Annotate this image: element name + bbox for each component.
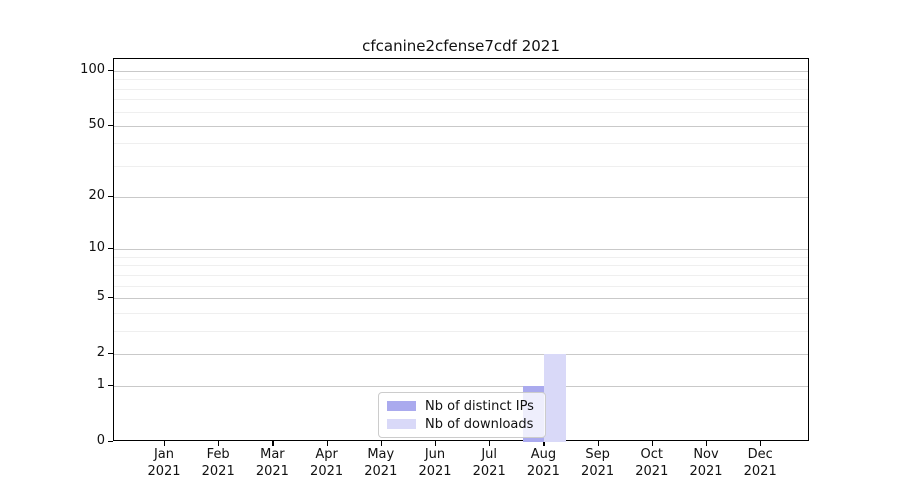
x-tick-mark-icon — [272, 441, 274, 446]
x-tick-mark-icon — [543, 441, 545, 446]
y-tick-mark-icon — [108, 352, 113, 354]
y-tick-mark-icon — [108, 248, 113, 250]
gridline-minor — [114, 312, 808, 314]
gridline-major — [114, 297, 808, 299]
y-tick-mark-icon — [108, 196, 113, 198]
bar-downloads-aug — [544, 353, 567, 442]
gridline-minor — [114, 99, 808, 101]
gridline-minor — [114, 165, 808, 167]
gridline-minor — [114, 143, 808, 145]
gridline-minor — [114, 274, 808, 276]
gridline-major — [114, 71, 808, 72]
x-tick-mark-icon — [164, 441, 166, 446]
x-tick-mark-icon — [435, 441, 437, 446]
y-tick-mark-icon — [108, 124, 113, 127]
x-tick-label-mar: Mar 2021 — [255, 447, 289, 479]
x-tick-mark-icon — [597, 441, 599, 446]
legend-label-downloads: Nb of downloads — [425, 416, 534, 432]
x-tick-mark-icon — [706, 441, 708, 446]
gridline-major — [114, 197, 808, 199]
y-tick-label: 100 — [80, 62, 105, 77]
y-tick-label: 1 — [96, 377, 105, 393]
x-tick-label-oct: Oct 2021 — [635, 447, 669, 479]
gridline-major — [114, 386, 808, 388]
legend-row-downloads: Nb of downloads — [387, 417, 545, 432]
x-tick-label-may: May 2021 — [364, 447, 398, 479]
x-tick-label-apr: Apr 2021 — [310, 447, 344, 479]
y-tick-mark-icon — [108, 296, 113, 299]
y-tick-label: 0 — [96, 433, 105, 448]
y-tick-label: 20 — [88, 188, 105, 204]
gridline-minor — [114, 256, 808, 258]
y-tick-label: 2 — [96, 344, 105, 360]
y-tick-label: 5 — [96, 288, 105, 304]
x-tick-label-jun: Jun 2021 — [418, 447, 452, 479]
y-tick-mark-icon — [108, 441, 113, 443]
x-tick-mark-icon — [218, 441, 220, 446]
x-tick-mark-icon — [380, 441, 382, 446]
y-tick-label: 10 — [88, 240, 105, 256]
gridline-minor — [114, 285, 808, 287]
gridline-minor — [114, 88, 808, 90]
gridline-minor — [114, 330, 808, 332]
x-tick-label-aug: Aug 2021 — [526, 447, 560, 479]
legend: Nb of distinct IPs Nb of downloads — [378, 392, 546, 438]
gridline-minor — [114, 79, 808, 81]
y-tick-mark-icon — [108, 70, 113, 72]
gridline-major — [114, 125, 808, 127]
y-tick-label: 50 — [88, 116, 105, 132]
gridline-minor — [114, 111, 808, 113]
legend-swatch-downloads-icon — [387, 419, 416, 429]
x-tick-label-nov: Nov 2021 — [689, 447, 723, 479]
x-tick-mark-icon — [760, 441, 762, 446]
legend-label-distinct-ips: Nb of distinct IPs — [425, 398, 534, 414]
x-tick-label-jan: Jan 2021 — [147, 447, 181, 479]
plot-area: Nb of distinct IPs Nb of downloads — [113, 58, 809, 442]
legend-row-distinct-ips: Nb of distinct IPs — [387, 399, 545, 414]
gridline-minor — [114, 265, 808, 267]
x-tick-mark-icon — [489, 441, 491, 446]
x-tick-label-feb: Feb 2021 — [201, 447, 235, 479]
x-tick-mark-icon — [651, 441, 653, 446]
legend-swatch-distinct-ips-icon — [387, 401, 416, 411]
gridline-major — [114, 249, 808, 251]
x-tick-label-dec: Dec 2021 — [743, 447, 777, 479]
y-tick-mark-icon — [108, 385, 113, 387]
chart-title: cfcanine2cfense7cdf 2021 — [362, 37, 560, 55]
x-tick-mark-icon — [326, 441, 328, 446]
x-tick-label-sep: Sep 2021 — [581, 447, 615, 479]
x-tick-label-jul: Jul 2021 — [472, 447, 506, 479]
gridline-major — [114, 353, 808, 355]
